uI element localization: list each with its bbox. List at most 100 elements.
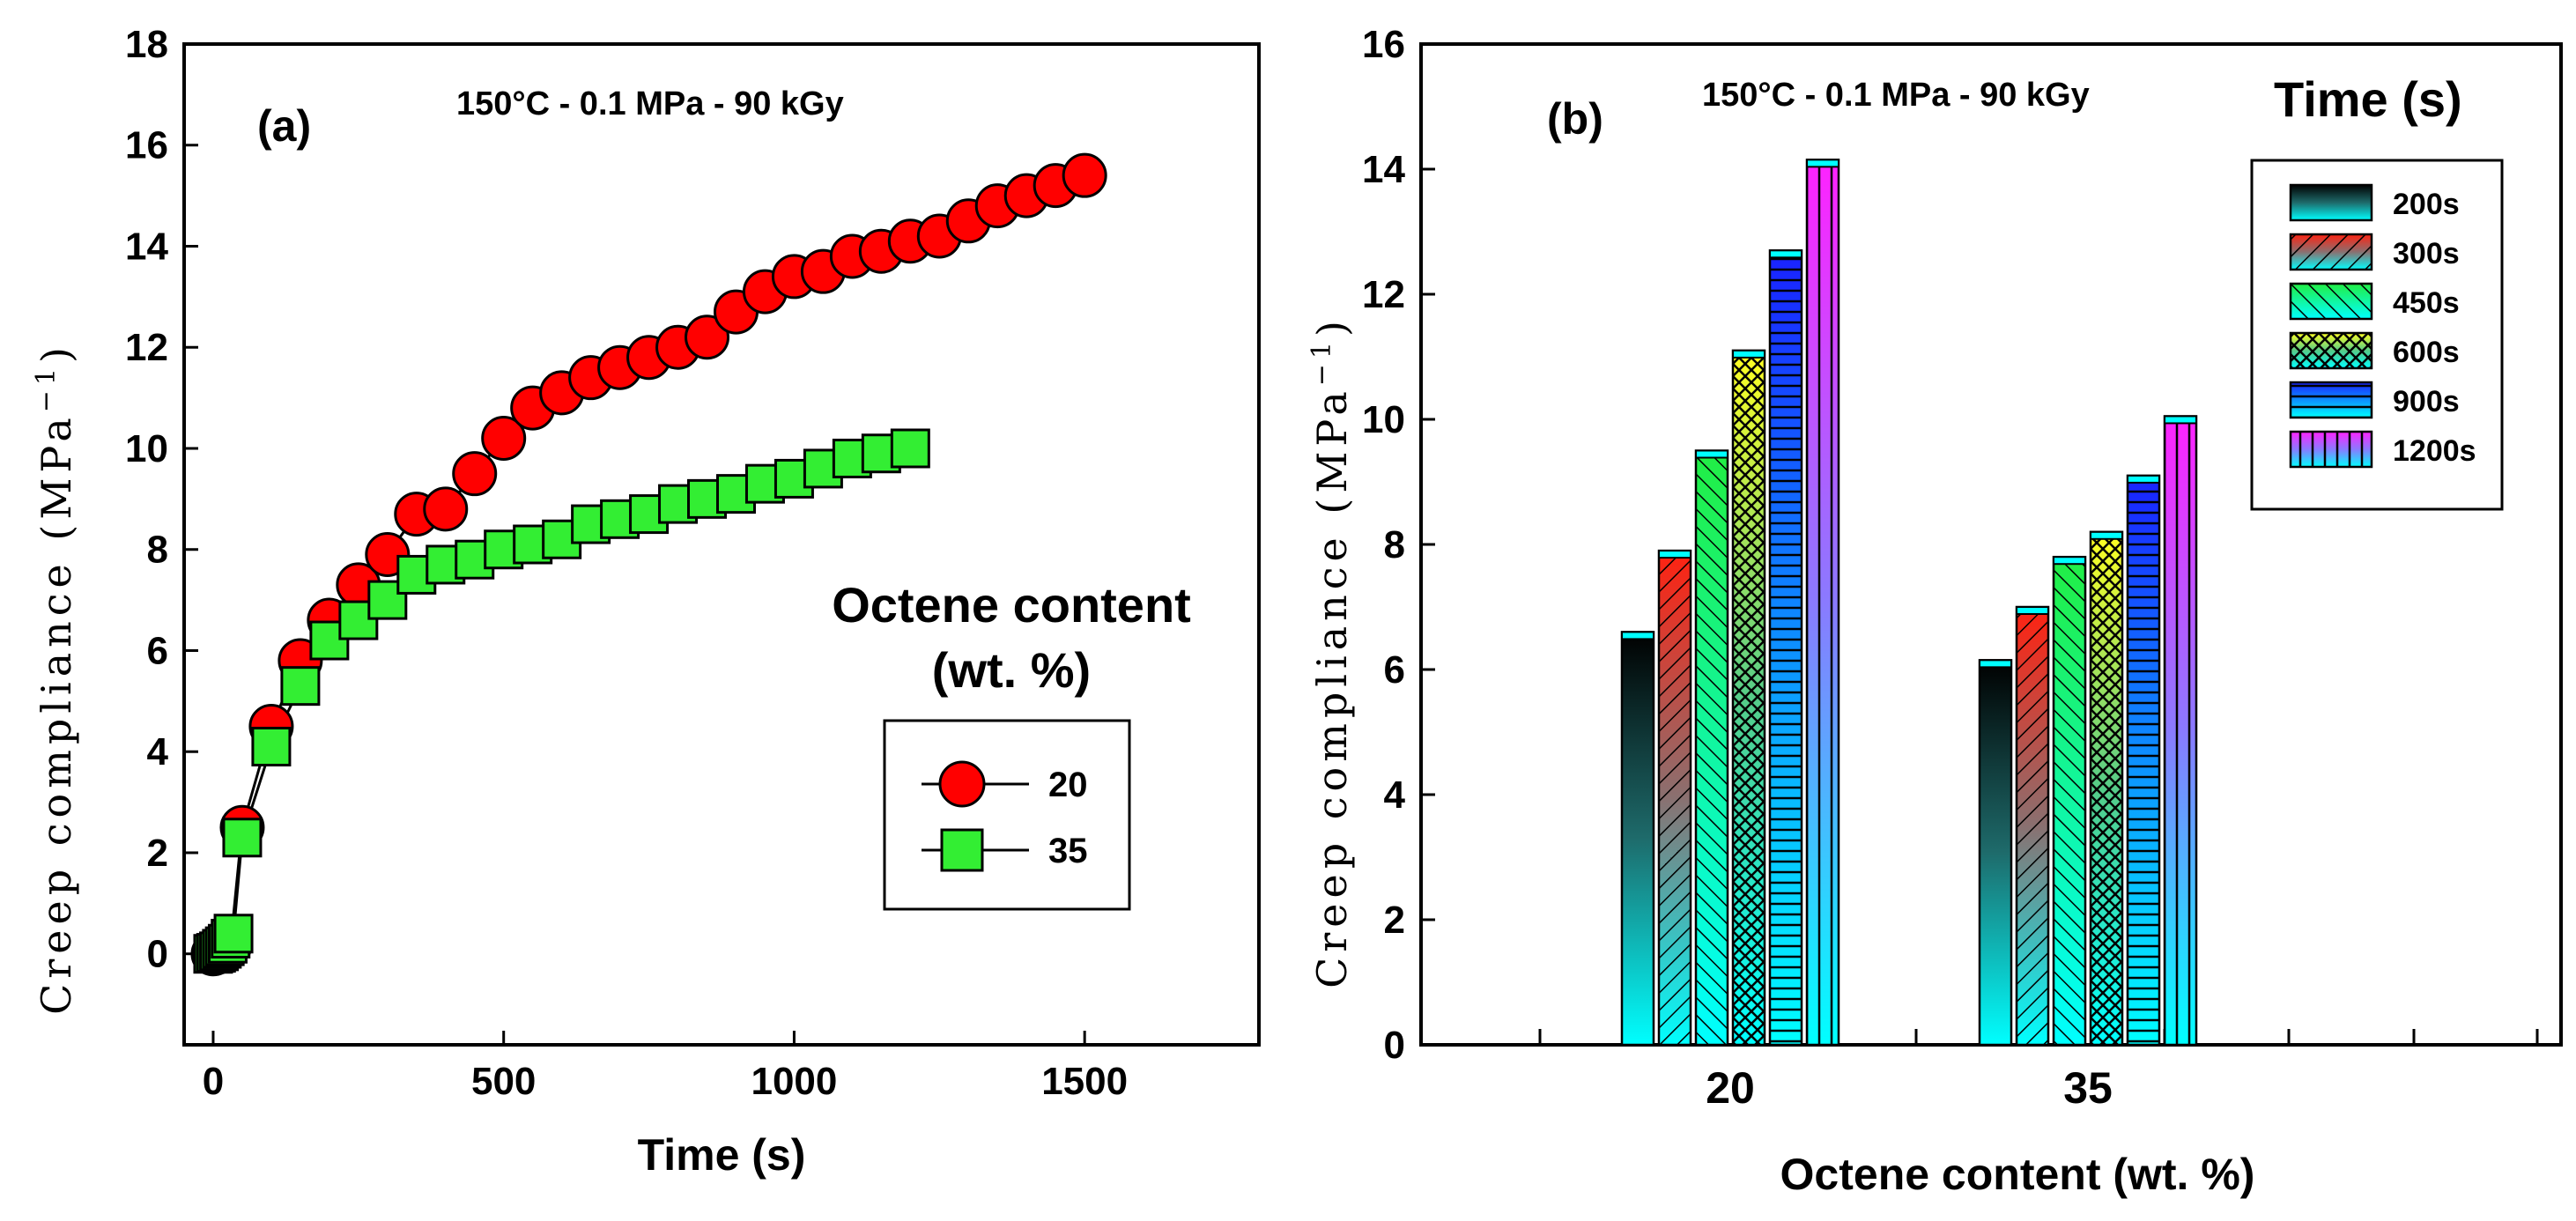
legend-swatch-hatch-900s: [2291, 382, 2372, 418]
legend-label-450s: 450s: [2393, 286, 2460, 320]
legend-swatch-200s: [2289, 183, 2373, 222]
legend-swatch-hatch-450s: [2291, 284, 2372, 319]
x-tick-label-a: 0: [203, 1060, 224, 1103]
data-point-20: [481, 416, 527, 462]
panel-b: 0 2 4 6 8 10 12 14 16 20 35 (b) 150°C - 0.1 MPa - …: [1307, 23, 2563, 1199]
bars-layer-b: [1620, 159, 2198, 1047]
x-tick-label-a: 1500: [1041, 1060, 1128, 1103]
data-point-35: [213, 914, 254, 954]
y-tick-label-b: 12: [1362, 273, 1405, 316]
bar-cap-600s-35: [2090, 530, 2123, 540]
bar-hatch-450s-20: [1696, 450, 1728, 1045]
bar-hatch-600s-35: [2091, 531, 2122, 1045]
x-axis-label-b: Octene content (wt. %): [1780, 1150, 2255, 1199]
legend-label-20: 20: [1048, 766, 1088, 804]
y-tick-label-a: 10: [125, 427, 168, 470]
y-tick-label-a: 16: [125, 124, 168, 167]
data-point-35: [309, 620, 350, 661]
plot-frame-a: [182, 42, 1261, 1047]
bar-hatch-300s-20: [1659, 551, 1691, 1045]
y-axis-label-a-main: Creep compliance (MPa: [33, 412, 80, 1015]
bar-cap-600s-20: [1732, 349, 1765, 359]
y-tick-label-a: 18: [125, 23, 168, 66]
bar-cap-1200s-20: [1806, 159, 1839, 168]
y-axis-label-a-close: ): [33, 342, 80, 363]
data-point-35: [338, 600, 379, 640]
y-tick-label-a: 4: [147, 730, 169, 773]
legend-a: 20 35: [883, 719, 1131, 911]
legend-label-200s: 200s: [2393, 188, 2460, 221]
category-label-35: 35: [2063, 1063, 2113, 1113]
y-axis-label-a: Creep compliance (MPa−1): [31, 342, 80, 1015]
y-axis-label-b-main: Creep compliance (MPa: [1308, 386, 1356, 988]
x-axis-label-a: Time (s): [638, 1130, 806, 1180]
panel-a: 0 2 4 6 8 10 12 14 16 18 0 500 1000 1500 (a) 150°C - …: [31, 23, 1261, 1180]
legend-label-900s: 900s: [2393, 385, 2460, 418]
data-point-35: [280, 666, 321, 707]
data-point-35: [222, 818, 263, 858]
bar-cap-900s-20: [1769, 249, 1802, 259]
data-point-20: [423, 486, 469, 532]
y-axis-label-b-sup: −1: [1307, 337, 1337, 386]
legend-swatch-hatch-300s: [2291, 234, 2372, 270]
bar-cap-300s-20: [1658, 550, 1691, 559]
bar-hatch-600s-20: [1733, 350, 1765, 1045]
x-tick-label-a: 1000: [751, 1060, 837, 1103]
legend-label-300s: 300s: [2393, 237, 2460, 270]
x-tick-label-a: 500: [471, 1060, 536, 1103]
bar-cap-450s-35: [2053, 556, 2086, 566]
bar-hatch-450s-35: [2054, 557, 2085, 1045]
legend-swatch-hatch-600s: [2291, 333, 2372, 368]
bar-hatch-900s-20: [1770, 250, 1802, 1045]
y-tick-label-a: 12: [125, 326, 168, 369]
y-tick-label-a: 2: [147, 832, 168, 875]
y-tick-label-b: 8: [1384, 523, 1405, 566]
y-axis-b: 0 2 4 6 8 10 12 14 16 20 35: [1362, 23, 2539, 1113]
y-tick-label-a: 0: [147, 933, 168, 976]
legend-marker-35: [940, 828, 984, 872]
category-label-20: 20: [1706, 1063, 1755, 1113]
data-point-20: [452, 451, 498, 497]
y-tick-label-b: 6: [1384, 648, 1405, 692]
y-axis-label-a-sup: −1: [31, 363, 62, 412]
legend-label-1200s: 1200s: [2393, 434, 2476, 468]
y-tick-label-a: 8: [147, 529, 168, 572]
condition-text-b: 150°C - 0.1 MPa - 90 kGy: [1702, 77, 2090, 114]
bar-hatch-1200s-35: [2165, 416, 2196, 1045]
legend-b: 200s 300s 450s 600s 900s 1200s: [2250, 159, 2504, 511]
data-point-35: [890, 428, 930, 469]
bar-cap-200s-20: [1621, 631, 1654, 640]
y-axis-label-b-close: ): [1308, 315, 1356, 337]
bar-cap-1200s-35: [2164, 415, 2197, 425]
bar-cap-450s-20: [1695, 449, 1728, 459]
data-point-20: [1062, 152, 1107, 198]
bar-cap-200s-35: [1979, 659, 2012, 669]
legend-title-a-line1: Octene content: [832, 577, 1191, 633]
y-tick-label-b: 0: [1384, 1024, 1405, 1067]
bar-cap-300s-35: [2016, 606, 2049, 615]
bar-hatch-900s-35: [2128, 475, 2159, 1045]
legend-swatch-hatch-1200s: [2291, 432, 2372, 467]
bar-hatch-300s-35: [2017, 607, 2048, 1045]
legend-title-b: Time (s): [2274, 71, 2462, 127]
legend-title-a-line2: (wt. %): [932, 642, 1091, 698]
data-point-20: [685, 314, 730, 360]
condition-text-a: 150°C - 0.1 MPa - 90 kGy: [456, 85, 844, 122]
series-layer-a: [190, 152, 1107, 977]
legend-box-a: [883, 719, 1131, 911]
legend-label-35: 35: [1048, 832, 1088, 870]
bar-hatch-1200s-20: [1807, 159, 1839, 1046]
data-point-35: [251, 726, 292, 766]
y-tick-label-b: 16: [1362, 23, 1405, 66]
y-tick-label-a: 14: [125, 225, 168, 268]
panel-label-b: (b): [1547, 94, 1603, 144]
y-tick-label-b: 14: [1362, 148, 1405, 191]
y-tick-label-b: 4: [1384, 773, 1406, 817]
data-point-35: [542, 519, 582, 559]
y-tick-label-b: 2: [1384, 899, 1405, 942]
y-tick-label-a: 6: [147, 629, 168, 672]
y-axis-a: 0 2 4 6 8 10 12 14 16 18 0 500 1000 1500: [125, 23, 1128, 1103]
legend-marker-20: [938, 760, 986, 808]
bar-cap-900s-35: [2127, 474, 2160, 484]
